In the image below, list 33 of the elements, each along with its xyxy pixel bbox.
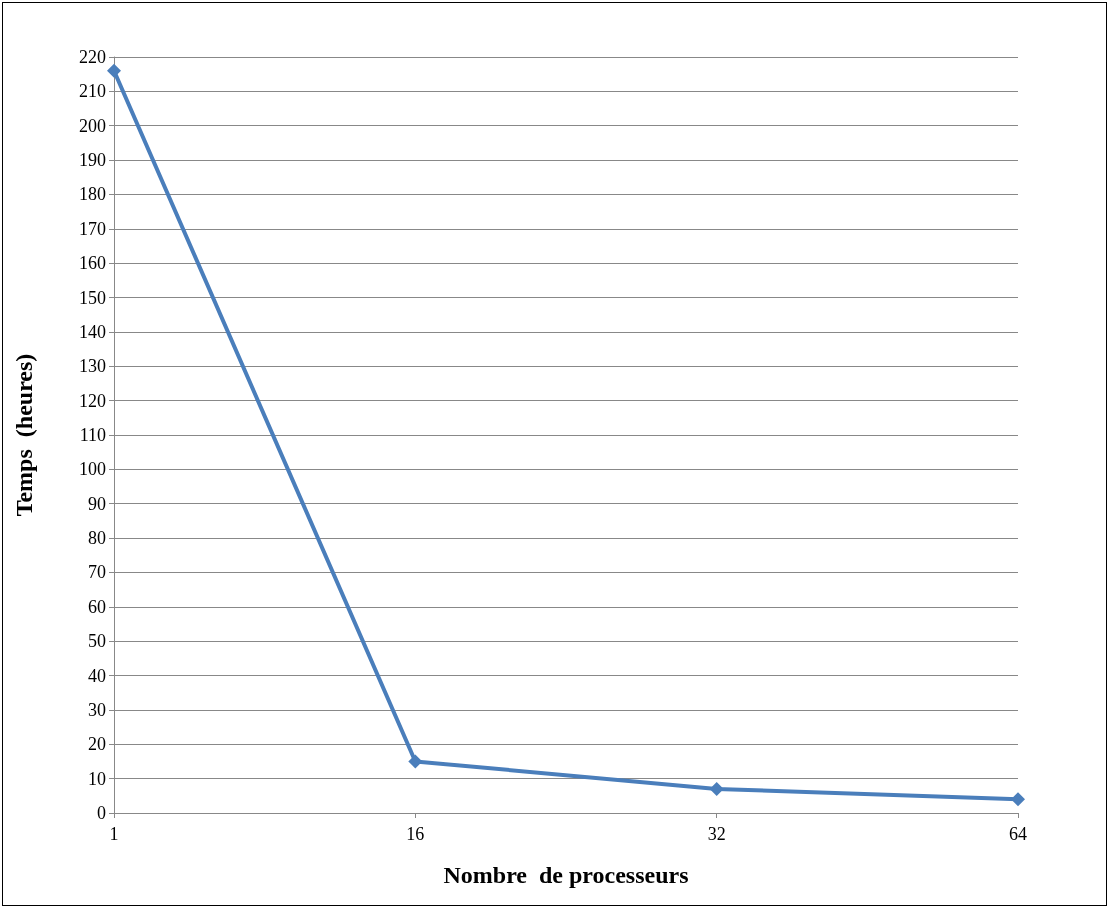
- y-tick-label: 110: [79, 425, 106, 445]
- point: [107, 63, 121, 78]
- y-tick-label: 170: [79, 218, 106, 239]
- point: [1011, 792, 1025, 807]
- point: [709, 781, 724, 796]
- x-tick-label: 16: [406, 824, 425, 844]
- y-tick-label: 190: [79, 150, 106, 171]
- y-tick-label: 40: [88, 665, 106, 686]
- y-tick-label: 80: [88, 528, 106, 549]
- y-tick-label: 180: [79, 184, 106, 205]
- y-tick-label: 20: [88, 734, 106, 755]
- y-axis-title: Temps (heures): [11, 353, 37, 517]
- y-tick-label: 130: [79, 356, 106, 377]
- y-tick-label: 200: [79, 115, 106, 136]
- y-tick-label: 100: [79, 459, 106, 480]
- y-tick-label: 0: [97, 803, 106, 823]
- y-tick-label: 60: [88, 596, 106, 617]
- x-tick-label: 32: [707, 824, 726, 844]
- y-tick-label: 220: [79, 47, 106, 67]
- x-tick-label: 64: [1009, 824, 1027, 844]
- y-tick-label: 10: [88, 768, 106, 789]
- y-tick-label: 150: [79, 287, 106, 308]
- y-tick-label: 50: [88, 631, 106, 652]
- y-tick-label: 90: [88, 493, 106, 514]
- point: [408, 754, 423, 769]
- x-axis-title: Nombre de processeurs: [443, 862, 689, 888]
- y-tick-label: 70: [88, 562, 106, 583]
- y-tick-label: 30: [88, 699, 106, 720]
- x-tick-label: 1: [109, 824, 119, 844]
- y-tick-label: 120: [79, 390, 106, 411]
- y-tick-label: 140: [79, 321, 106, 342]
- y-tick-label: 210: [79, 81, 106, 102]
- y-tick-label: 160: [79, 253, 106, 274]
